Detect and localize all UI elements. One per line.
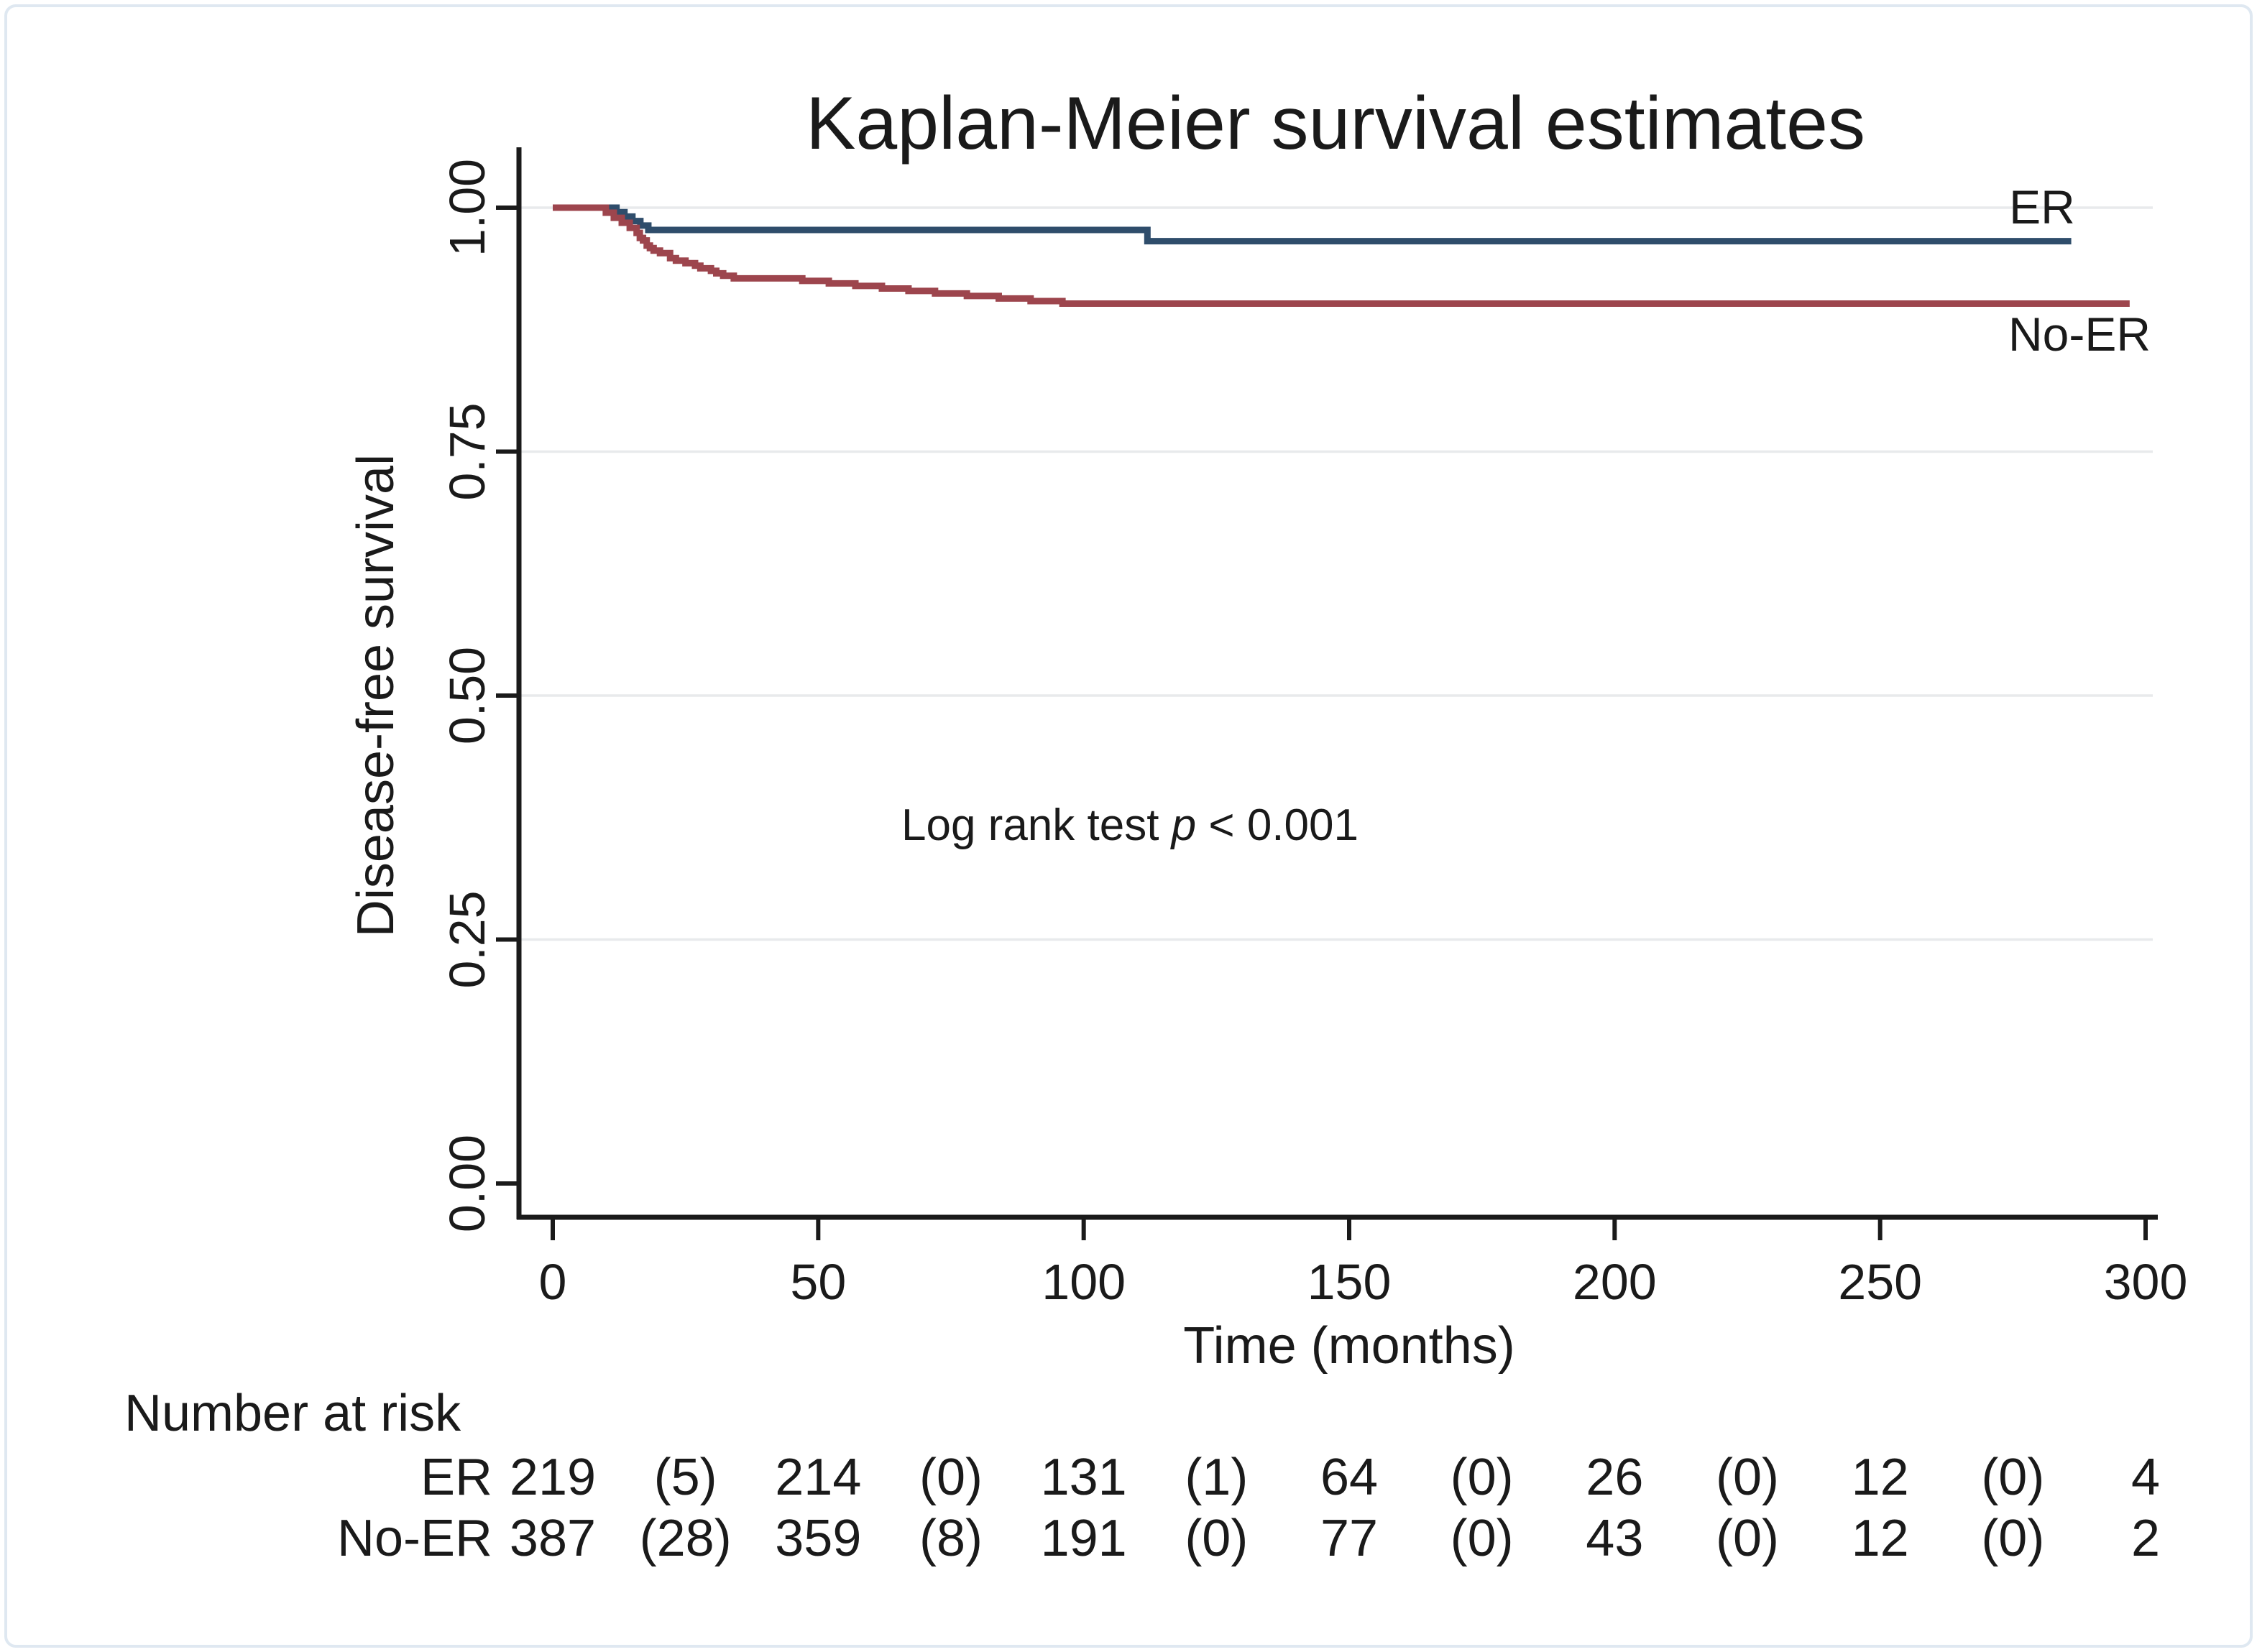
risk-events: (1) <box>1185 1449 1248 1506</box>
logrank-p: p <box>1170 800 1196 850</box>
risk-table-rows: ER 219 214 131 64 26 12 4(5) (0) (1) (0) (0) (0)No-E… <box>337 1449 2160 1567</box>
risk-count: 12 <box>1852 1449 1909 1506</box>
x-tick-label: 150 <box>1307 1254 1392 1310</box>
risk-count: 12 <box>1852 1510 1909 1567</box>
risk-events: (0) <box>919 1449 983 1506</box>
x-tick-label: 250 <box>1838 1254 1922 1310</box>
risk-table-header: Number at risk <box>124 1385 461 1442</box>
gridlines-layer <box>519 206 2153 941</box>
x-tick-label: 200 <box>1573 1254 1657 1310</box>
risk-events: (0) <box>1716 1510 1779 1567</box>
y-axis-title: Disease-free survival <box>347 454 405 937</box>
risk-events: (0) <box>1451 1510 1514 1567</box>
risk-events: (28) <box>640 1510 732 1567</box>
km-curve-er <box>553 204 2072 245</box>
risk-events: (8) <box>919 1510 983 1567</box>
risk-events: (0) <box>1451 1449 1514 1506</box>
risk-count: 43 <box>1586 1510 1643 1567</box>
risk-count: 214 <box>775 1449 861 1506</box>
km-curve-no-er <box>553 204 2130 307</box>
y-tick-label: 0.00 <box>439 1135 495 1232</box>
curve-label-no-er: No-ER <box>2008 308 2151 361</box>
curve-label-er: ER <box>2009 180 2075 234</box>
risk-count: 191 <box>1041 1510 1127 1567</box>
logrank-suffix: < 0.001 <box>1196 800 1359 850</box>
risk-count: 2 <box>2131 1510 2160 1567</box>
risk-events: (0) <box>1185 1510 1248 1567</box>
chart-title: Kaplan-Meier survival estimates <box>806 82 1865 165</box>
risk-events: (0) <box>1981 1510 2044 1567</box>
risk-count: 387 <box>510 1510 596 1567</box>
logrank-annotation: Log rank test p < 0.001 <box>901 800 1359 850</box>
x-tick-label: 0 <box>539 1254 567 1310</box>
risk-events: (0) <box>1716 1449 1779 1506</box>
risk-count: 26 <box>1586 1449 1643 1506</box>
x-tick-label: 300 <box>2104 1254 2188 1310</box>
risk-row-label: No-ER <box>337 1510 492 1567</box>
survival-curves <box>553 204 2130 307</box>
x-tick-label: 50 <box>790 1254 846 1310</box>
risk-count: 4 <box>2131 1449 2160 1506</box>
x-tick-label: 100 <box>1042 1254 1126 1310</box>
risk-count: 77 <box>1320 1510 1378 1567</box>
y-tick-label: 0.25 <box>439 890 495 988</box>
risk-count: 359 <box>775 1510 861 1567</box>
risk-count: 64 <box>1320 1449 1378 1506</box>
axes-layer <box>516 147 2158 1220</box>
y-tick-label: 1.00 <box>439 159 495 257</box>
tick-marks-layer <box>496 206 2148 1240</box>
risk-events: (5) <box>654 1449 717 1506</box>
risk-count: 131 <box>1041 1449 1127 1506</box>
logrank-prefix: Log rank test <box>901 800 1172 850</box>
risk-events: (0) <box>1981 1449 2044 1506</box>
risk-count: 219 <box>510 1449 596 1506</box>
y-tick-label: 0.75 <box>439 402 495 500</box>
x-axis-title: Time (months) <box>1183 1317 1514 1375</box>
risk-row-label: ER <box>420 1449 492 1506</box>
y-tick-labels: 0.00 0.25 0.50 0.75 1.00 <box>439 159 495 1232</box>
x-tick-labels: 0 50 100 150 200 250 300 <box>539 1254 2188 1310</box>
y-tick-label: 0.50 <box>439 647 495 744</box>
